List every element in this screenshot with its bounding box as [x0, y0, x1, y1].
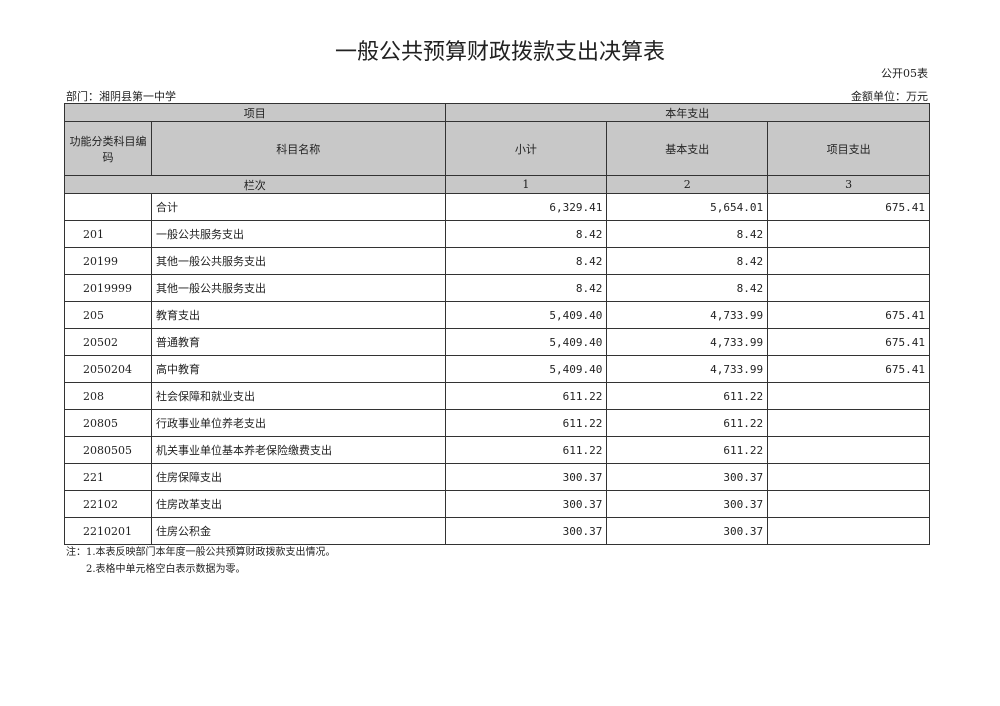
cell-subtotal: 5,409.40 — [444, 301, 608, 329]
cell-name: 行政事业单位养老支出 — [150, 409, 446, 437]
cell-name: 高中教育 — [150, 355, 446, 383]
cell-subtotal: 8.42 — [444, 274, 608, 302]
cell-name: 其他一般公共服务支出 — [150, 274, 446, 302]
cell-code: 2019999 — [64, 274, 152, 302]
cell-basic: 4,733.99 — [606, 328, 769, 356]
cell-project: 675.41 — [767, 301, 930, 329]
header-current-year: 本年支出 — [444, 103, 930, 122]
notes: 注：1.本表反映部门本年度一般公共预算财政拨款支出情况。 2.表格中单元格空白表… — [66, 544, 336, 578]
cell-project — [767, 517, 930, 545]
cell-name: 住房保障支出 — [150, 463, 446, 491]
cell-subtotal: 611.22 — [444, 409, 608, 437]
header-subtotal: 小计 — [444, 121, 608, 176]
cell-basic: 300.37 — [606, 517, 769, 545]
cell-code: 20805 — [64, 409, 152, 437]
cell-basic: 8.42 — [606, 220, 769, 248]
cell-subtotal: 300.37 — [444, 463, 608, 491]
cell-basic: 611.22 — [606, 409, 769, 437]
cell-project — [767, 247, 930, 275]
cell-name: 机关事业单位基本养老保险缴费支出 — [150, 436, 446, 464]
table-row: 20502 普通教育 5,409.40 4,733.99 675.41 — [64, 328, 930, 356]
cell-subtotal: 5,409.40 — [444, 328, 608, 356]
cell-name: 普通教育 — [150, 328, 446, 356]
cell-name: 住房改革支出 — [150, 490, 446, 518]
header-basic: 基本支出 — [606, 121, 769, 176]
table-row: 205 教育支出 5,409.40 4,733.99 675.41 — [64, 301, 930, 329]
cell-basic: 300.37 — [606, 490, 769, 518]
cell-project — [767, 436, 930, 464]
table-row: 2050204 高中教育 5,409.40 4,733.99 675.41 — [64, 355, 930, 383]
cell-name: 教育支出 — [150, 301, 446, 329]
page-title: 一般公共预算财政拨款支出决算表 — [334, 40, 665, 65]
table-row: 2080505 机关事业单位基本养老保险缴费支出 611.22 611.22 — [64, 436, 930, 464]
cell-code: 2080505 — [64, 436, 152, 464]
table-row: 20199 其他一般公共服务支出 8.42 8.42 — [64, 247, 930, 275]
cell-code — [64, 193, 152, 221]
department: 部门：湘阴县第一中学 — [66, 90, 176, 103]
cell-basic: 611.22 — [606, 436, 769, 464]
cell-project — [767, 220, 930, 248]
cell-basic: 8.42 — [606, 274, 769, 302]
header-col2: 2 — [606, 175, 769, 194]
expenditure-table: 项目 本年支出 功能分类科目编码 科目名称 小计 基本支出 项目支出 栏次 1 2 3 合计 6,… — [64, 103, 930, 545]
header-project: 项目 — [64, 103, 446, 122]
cell-basic: 4,733.99 — [606, 301, 769, 329]
cell-basic: 4,733.99 — [606, 355, 769, 383]
table-row: 221 住房保障支出 300.37 300.37 — [64, 463, 930, 491]
table-row: 208 社会保障和就业支出 611.22 611.22 — [64, 382, 930, 410]
cell-subtotal: 611.22 — [444, 436, 608, 464]
cell-code: 20199 — [64, 247, 152, 275]
cell-subtotal: 300.37 — [444, 490, 608, 518]
cell-code: 2210201 — [64, 517, 152, 545]
cell-subtotal: 5,409.40 — [444, 355, 608, 383]
cell-subtotal: 8.42 — [444, 247, 608, 275]
cell-project: 675.41 — [767, 328, 930, 356]
cell-basic: 5,654.01 — [606, 193, 769, 221]
cell-name: 合计 — [150, 193, 446, 221]
cell-code: 20502 — [64, 328, 152, 356]
cell-subtotal: 300.37 — [444, 517, 608, 545]
header-name: 科目名称 — [150, 121, 446, 176]
cell-code: 208 — [64, 382, 152, 410]
cell-code: 221 — [64, 463, 152, 491]
cell-name: 社会保障和就业支出 — [150, 382, 446, 410]
table-row: 2210201 住房公积金 300.37 300.37 — [64, 517, 930, 545]
table-row: 22102 住房改革支出 300.37 300.37 — [64, 490, 930, 518]
header-code: 功能分类科目编码 — [64, 121, 152, 176]
cell-subtotal: 611.22 — [444, 382, 608, 410]
header-col3: 3 — [767, 175, 930, 194]
cell-project: 675.41 — [767, 355, 930, 383]
cell-code: 22102 — [64, 490, 152, 518]
cell-project: 675.41 — [767, 193, 930, 221]
form-number: 公开05表 — [881, 67, 928, 80]
cell-basic: 611.22 — [606, 382, 769, 410]
header-column-order: 栏次 — [64, 175, 446, 194]
cell-project — [767, 274, 930, 302]
cell-code: 2050204 — [64, 355, 152, 383]
table-row: 2019999 其他一般公共服务支出 8.42 8.42 — [64, 274, 930, 302]
table-row: 合计 6,329.41 5,654.01 675.41 — [64, 193, 930, 221]
cell-code: 205 — [64, 301, 152, 329]
cell-code: 201 — [64, 220, 152, 248]
cell-subtotal: 6,329.41 — [444, 193, 608, 221]
note-1: 注：1.本表反映部门本年度一般公共预算财政拨款支出情况。 — [66, 547, 336, 558]
cell-project — [767, 409, 930, 437]
cell-project — [767, 490, 930, 518]
cell-project — [767, 382, 930, 410]
cell-basic: 8.42 — [606, 247, 769, 275]
cell-name: 住房公积金 — [150, 517, 446, 545]
cell-subtotal: 8.42 — [444, 220, 608, 248]
note-2: 2.表格中单元格空白表示数据为零。 — [66, 564, 246, 575]
cell-name: 一般公共服务支出 — [150, 220, 446, 248]
header-col1: 1 — [444, 175, 608, 194]
cell-basic: 300.37 — [606, 463, 769, 491]
cell-name: 其他一般公共服务支出 — [150, 247, 446, 275]
cell-project — [767, 463, 930, 491]
header-project-exp: 项目支出 — [767, 121, 930, 176]
amount-unit: 金额单位：万元 — [851, 90, 928, 103]
table-row: 201 一般公共服务支出 8.42 8.42 — [64, 220, 930, 248]
table-row: 20805 行政事业单位养老支出 611.22 611.22 — [64, 409, 930, 437]
